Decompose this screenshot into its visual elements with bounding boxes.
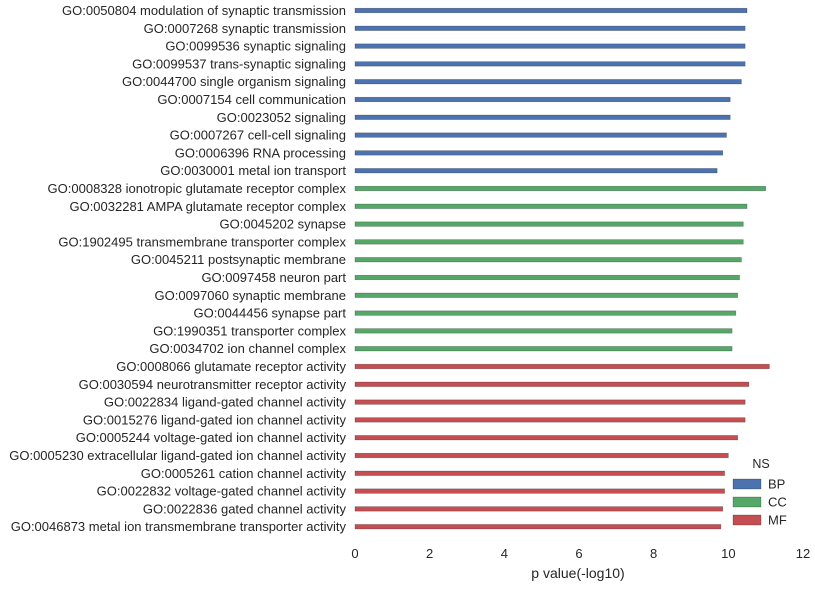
category-label: GO:0008066 glutamate receptor activity [116,359,346,374]
bar-bp-0 [354,7,748,14]
category-label: GO:0005230 extracellular ligand-gated io… [9,448,346,463]
bar-bp-7 [354,132,727,138]
bar-cc-16 [354,292,738,298]
bar-mf-28 [354,506,724,512]
x-tick-label: 4 [501,546,508,561]
bar-bp-4 [354,79,742,85]
category-label: GO:0023052 signaling [217,110,346,125]
bar-mf-22 [354,399,746,405]
bar-mf-26 [354,470,725,476]
category-label: GO:0007154 cell communication [157,92,346,107]
category-label: GO:1902495 transmembrane transporter com… [58,234,346,249]
bars [354,7,770,530]
category-label: GO:0045202 synapse [220,217,346,232]
category-label: GO:0099536 synaptic signaling [165,39,346,54]
legend-label: BP [768,477,785,492]
legend-item-mf: MF [732,513,787,528]
bar-cc-15 [354,274,740,281]
x-tick-label: 2 [426,546,433,561]
legend-swatch-bp [732,478,762,490]
legend-label: MF [768,513,787,528]
x-axis-label: p value(-log10) [531,565,624,581]
bar-mf-25 [354,452,729,459]
x-tick-label: 10 [721,546,735,561]
legend-swatch-mf [732,514,762,526]
category-labels: GO:0050804 modulation of synaptic transm… [9,3,346,534]
category-label: GO:1990351 transporter complex [153,323,346,338]
bar-bp-1 [354,25,746,31]
bar-mf-20 [354,363,770,370]
category-label: GO:0044700 single organism signaling [122,74,346,89]
category-label: GO:0045211 postsynaptic membrane [131,252,346,267]
legend-title: NS [752,457,769,471]
category-label: GO:0005244 voltage-gated ion channel act… [76,430,347,445]
bar-bp-2 [354,43,746,49]
legend-label: CC [768,495,787,510]
category-label: GO:0005261 cation channel activity [141,466,347,481]
bar-cc-19 [354,346,733,352]
bar-mf-24 [354,435,738,441]
bar-mf-21 [354,381,750,387]
bar-mf-29 [354,524,722,530]
x-axis-ticks: 0 2 4 6 8 10 12 [351,546,810,561]
bar-bp-9 [354,168,718,174]
category-label: GO:0099537 trans-synaptic signaling [132,56,346,71]
category-label: GO:0006396 RNA processing [175,145,346,160]
x-tick-label: 8 [650,546,657,561]
category-label: GO:0007267 cell-cell signaling [170,128,346,143]
category-label: GO:0044456 synapse part [194,306,347,321]
x-tick-label: 12 [796,546,810,561]
bar-cc-12 [354,221,744,227]
category-label: GO:0007268 synaptic transmission [144,21,346,36]
category-label: GO:0015276 ligand-gated ion channel acti… [83,412,347,427]
bar-bp-8 [354,150,724,156]
category-label: GO:0022834 ligand-gated channel activity [104,395,347,410]
bar-bp-6 [354,114,731,120]
bar-cc-17 [354,310,737,316]
bar-bp-3 [354,61,746,67]
bar-cc-11 [354,203,748,209]
legend: NS BP CC MF [732,457,787,528]
bar-bp-5 [354,96,731,103]
legend-item-cc: CC [732,495,787,510]
bar-mf-27 [354,488,725,494]
category-label: GO:0097060 synaptic membrane [155,288,347,303]
category-label: GO:0097458 neuron part [201,270,346,285]
category-label: GO:0022832 voltage-gated channel activit… [97,484,347,499]
category-label: GO:0050804 modulation of synaptic transm… [62,3,346,18]
bar-cc-18 [354,328,733,334]
category-label: GO:0046873 metal ion transmembrane trans… [11,519,347,534]
legend-items: BP CC MF [732,477,787,528]
category-label: GO:0032281 AMPA glutamate receptor compl… [69,199,346,214]
bar-cc-10 [354,185,766,192]
category-label: GO:0022836 gated channel activity [143,501,347,516]
bar-cc-13 [354,239,744,245]
bar-cc-14 [354,257,742,263]
bar-mf-23 [354,417,746,423]
x-tick-label: 0 [351,546,358,561]
category-label: GO:0008328 ionotropic glutamate receptor… [48,181,347,196]
category-label: GO:0034702 ion channel complex [149,341,346,356]
legend-swatch-cc [732,496,762,508]
category-label: GO:0030001 metal ion transport [160,163,346,178]
x-tick-label: 6 [575,546,582,561]
category-label: GO:0030594 neurotransmitter receptor act… [79,377,347,392]
legend-item-bp: BP [732,477,785,492]
